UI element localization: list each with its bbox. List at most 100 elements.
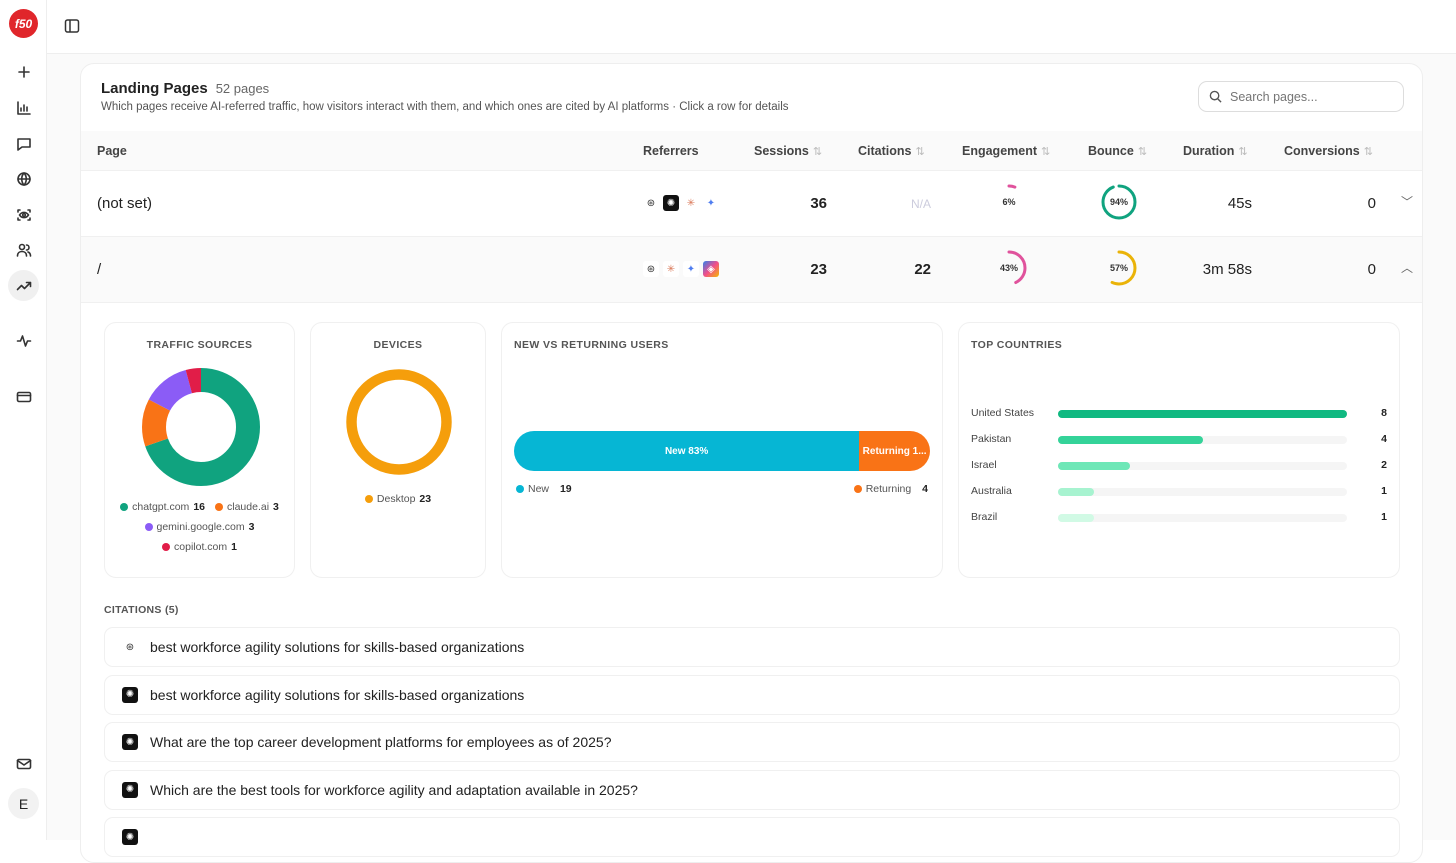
search-input[interactable] — [1230, 89, 1390, 104]
referrer-icons: ⊛ ✳ ✦ ◈ — [643, 261, 719, 277]
page-title: Landing Pages 52 pages — [101, 80, 269, 97]
panel-title: TRAFFIC SOURCES — [146, 339, 253, 351]
conversions-value: 0 — [1367, 261, 1376, 278]
claude-icon: ✳ — [663, 261, 679, 277]
sort-icon[interactable]: ⇅ — [1238, 146, 1248, 158]
table-header: Page Referrers Sessions ⇅ Citations ⇅ Engageme… — [81, 131, 1422, 171]
new-label: New 83% — [664, 445, 709, 457]
country-name: Brazil — [971, 511, 998, 523]
citation-item[interactable]: ✺ What are the top career development pla… — [104, 722, 1400, 762]
new-vs-returning-panel: NEW VS RETURNING USERS New 83% Returning… — [501, 322, 943, 578]
message-icon — [16, 137, 31, 151]
sidebar-item-trending-up[interactable] — [8, 270, 39, 301]
country-row: United States 8 — [971, 407, 1387, 421]
sidebar-item-mail[interactable] — [8, 748, 39, 779]
donut-slice-1 — [142, 368, 260, 486]
top-countries-panel: TOP COUNTRIES United States 8 Pakistan 4 Isr… — [958, 322, 1400, 578]
country-row: Israel 2 — [971, 459, 1387, 473]
column-header-bounce[interactable]: Bounce ⇅ — [1088, 144, 1148, 158]
country-value: 4 — [1381, 433, 1387, 445]
trending-up-icon — [16, 281, 31, 290]
sort-icon[interactable]: ⇅ — [915, 146, 925, 158]
table-row[interactable]: / ⊛ ✳ ✦ ◈ 23 22 43% 57% 3m 58s 0 ︿ — [81, 237, 1422, 303]
column-header-citations[interactable]: Citations ⇅ — [858, 144, 925, 158]
donut-slice-0 — [346, 369, 452, 475]
gemini-icon: ✦ — [683, 261, 699, 277]
traffic-sources-donut — [142, 368, 260, 486]
chevron-up-icon[interactable]: ︿ — [1401, 261, 1414, 275]
sidebar-item-globe[interactable] — [8, 163, 39, 194]
devices-donut — [346, 369, 452, 475]
avatar[interactable]: E — [8, 788, 39, 819]
page-path: / — [97, 261, 102, 278]
column-header-sessions[interactable]: Sessions ⇅ — [754, 144, 823, 158]
landing-pages-card: Landing Pages 52 pages Which pages receiv… — [80, 63, 1423, 863]
country-name: Israel — [971, 459, 997, 471]
topbar — [47, 0, 1456, 54]
sort-icon[interactable]: ⇅ — [1363, 146, 1373, 158]
sidebar-item-message[interactable] — [8, 128, 39, 159]
perplexity-icon: ✺ — [122, 734, 138, 750]
column-header-conversions[interactable]: Conversions ⇅ — [1284, 144, 1373, 158]
bounce-ring: 57% — [1100, 249, 1138, 287]
new-returning-bar: New 83% Returning 1... — [514, 431, 930, 471]
engagement-ring: 43% — [990, 249, 1028, 287]
engagement-ring: 6% — [990, 183, 1028, 221]
citations-value: 22 — [914, 261, 931, 278]
bounce-ring: 94% — [1100, 183, 1138, 221]
citation-item[interactable]: ✺ — [104, 817, 1400, 857]
country-value: 1 — [1381, 511, 1387, 523]
legend-returning: Returning 4 — [853, 483, 928, 495]
sort-icon[interactable]: ⇅ — [812, 146, 823, 158]
sidebar-item-activity[interactable] — [8, 325, 39, 356]
country-name: United States — [971, 407, 1035, 419]
sessions-value: 23 — [810, 261, 827, 278]
search-box[interactable] — [1198, 81, 1404, 112]
country-bar — [1058, 462, 1131, 470]
new-users-segment: New 83% — [514, 431, 860, 471]
chatgpt-icon: ⊛ — [643, 195, 659, 211]
activity-icon — [16, 334, 31, 347]
column-header-engagement[interactable]: Engagement ⇅ — [962, 144, 1051, 158]
mail-icon — [16, 758, 31, 769]
sidebar-item-eye-scan[interactable] — [8, 199, 39, 230]
copilot-icon: ◈ — [703, 261, 719, 277]
plus-icon — [17, 65, 30, 78]
column-header-referrers: Referrers — [643, 144, 699, 158]
citation-item[interactable]: ✺ best workforce agility solutions for sk… — [104, 674, 1400, 715]
panel-title: NEW VS RETURNING USERS — [514, 339, 669, 351]
sidebar-item-users[interactable] — [8, 234, 39, 265]
bar-chart-icon — [16, 100, 31, 115]
sidebar-toggle-icon[interactable] — [64, 18, 80, 34]
sidebar-item-bar-chart[interactable] — [8, 92, 39, 123]
gemini-icon: ✦ — [703, 195, 719, 211]
country-bar — [1058, 488, 1095, 496]
chatgpt-icon: ⊛ — [643, 261, 659, 277]
subtitle: Which pages receive AI-referred traffic,… — [101, 101, 789, 113]
country-name: Australia — [971, 485, 1012, 497]
sort-icon[interactable]: ⇅ — [1041, 146, 1051, 158]
panel-title: TOP COUNTRIES — [971, 339, 1063, 351]
citation-item[interactable]: ✺ Which are the best tools for workforce … — [104, 769, 1400, 810]
sidebar-item-credit-card[interactable] — [8, 381, 39, 412]
perplexity-icon: ✺ — [122, 686, 138, 703]
sort-icon[interactable]: ⇅ — [1137, 146, 1148, 158]
perplexity-icon: ✺ — [663, 195, 679, 211]
devices-panel: DEVICES Desktop 23 — [310, 322, 486, 578]
country-value: 2 — [1381, 459, 1387, 471]
panel-title: DEVICES — [373, 339, 423, 351]
citation-item[interactable]: ⊛ best workforce agility solutions for sk… — [104, 627, 1400, 667]
citation-query: What are the top career development plat… — [150, 734, 612, 750]
sidebar-item-plus[interactable] — [8, 56, 39, 87]
legend-item: copilot.com 1 — [162, 541, 237, 553]
citation-query: Which are the best tools for workforce a… — [150, 781, 638, 798]
sidebar: f50 E — [0, 0, 47, 840]
table-row[interactable]: (not set) ⊛ ✺ ✳ ✦ 36 N/A 6% 94% 45s 0 ﹀ — [81, 171, 1422, 237]
traffic-sources-panel: TRAFFIC SOURCES chatgpt.com 16 claude.ai … — [104, 322, 295, 578]
credit-card-icon — [16, 391, 31, 402]
duration-value: 45s — [1227, 195, 1252, 212]
chevron-down-icon[interactable]: ﹀ — [1401, 195, 1414, 209]
brand-logo[interactable]: f50 — [9, 9, 38, 38]
column-header-duration[interactable]: Duration ⇅ — [1183, 144, 1248, 158]
referrer-icons: ⊛ ✺ ✳ ✦ — [643, 195, 719, 211]
